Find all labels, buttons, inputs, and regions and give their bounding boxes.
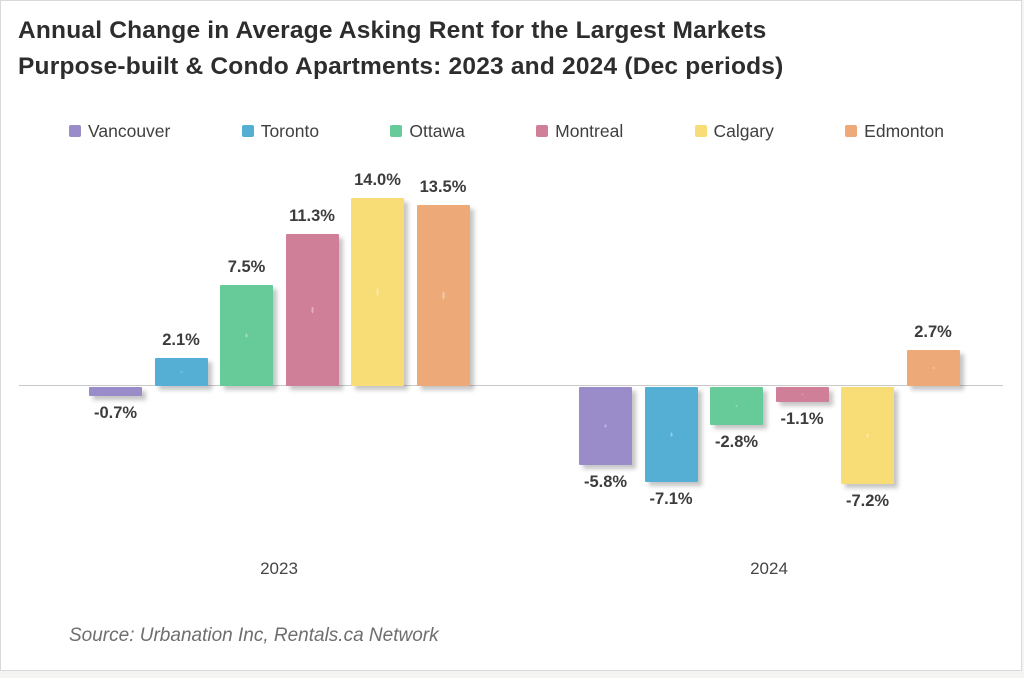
bar-toronto-2023: [154, 357, 208, 386]
bar-value-label-vancouver-2024: -5.8%: [583, 472, 628, 491]
bar-value-label-ottawa-2023: 7.5%: [227, 258, 266, 277]
bar-edmonton-2023: [416, 204, 470, 386]
chart-title-line2: Purpose-built & Condo Apartments: 2023 a…: [18, 53, 784, 80]
legend-label: Edmonton: [864, 120, 944, 141]
bar-value-label-montreal-2024: -1.1%: [780, 409, 824, 428]
legend-item-montreal: Montreal: [536, 121, 623, 142]
legend-label: Ottawa: [409, 120, 465, 141]
chart-title-line1: Annual Change in Average Asking Rent for…: [18, 17, 767, 44]
legend-swatch-vancouver: [69, 125, 81, 137]
bar-value-label-toronto-2024: -7.1%: [649, 490, 693, 509]
bar-calgary-2023: [351, 198, 404, 386]
bar-montreal-2023: [285, 234, 339, 386]
legend-swatch-montreal: [536, 125, 549, 137]
bar-value-label-calgary-2023: 14.0%: [354, 171, 401, 190]
zero-axis-line: [19, 385, 1003, 386]
legend-label: Vancouver: [88, 120, 171, 141]
chart-legend: Vancouver Toronto Ottawa Montreal Calgary Edm…: [69, 118, 944, 144]
bar-vancouver-2023: [89, 387, 142, 397]
legend-label: Toronto: [260, 120, 320, 141]
chart-title: Annual Change in Average Asking Rent for…: [18, 13, 978, 85]
legend-item-calgary: Calgary: [694, 120, 774, 142]
legend-item-vancouver: Vancouver: [69, 121, 170, 142]
bar-value-label-toronto-2023: 2.1%: [162, 330, 200, 349]
legend-swatch-toronto: [241, 125, 254, 137]
x-axis-label-2023: 2023: [260, 559, 298, 578]
legend-swatch-calgary: [694, 125, 707, 137]
x-axis-label-2024: 2024: [750, 559, 788, 578]
legend-label: Calgary: [713, 120, 774, 141]
bar-value-label-edmonton-2023: 13.5%: [419, 177, 467, 196]
bar-value-label-edmonton-2024: 2.7%: [914, 322, 952, 341]
bar-calgary-2024: [841, 387, 894, 484]
legend-item-edmonton: Edmonton: [845, 121, 944, 142]
bar-ottawa-2024: [710, 387, 763, 425]
bar-value-label-montreal-2023: 11.3%: [289, 207, 335, 226]
bar-edmonton-2024: [906, 349, 960, 386]
legend-label: Montreal: [555, 120, 624, 141]
source-credit: Source: Urbanation Inc, Rentals.ca Netwo…: [69, 625, 439, 646]
legend-swatch-edmonton: [845, 125, 858, 137]
bar-ottawa-2023: [220, 285, 273, 386]
bar-value-label-calgary-2024: -7.2%: [845, 491, 890, 510]
legend-item-ottawa: Ottawa: [390, 120, 465, 142]
bar-vancouver-2024: [579, 387, 632, 465]
bar-value-label-ottawa-2024: -2.8%: [714, 432, 759, 451]
legend-item-toronto: Toronto: [241, 120, 320, 142]
legend-swatch-ottawa: [390, 125, 403, 137]
bar-value-label-vancouver-2023: -0.7%: [93, 404, 138, 423]
bar-montreal-2024: [775, 387, 829, 402]
bar-toronto-2024: [644, 387, 698, 483]
